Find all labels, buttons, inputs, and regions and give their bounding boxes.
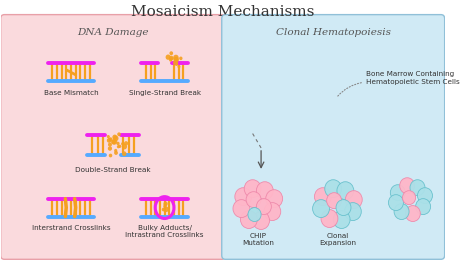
Circle shape	[244, 180, 261, 198]
Circle shape	[345, 203, 361, 221]
Circle shape	[117, 132, 121, 136]
Circle shape	[233, 200, 250, 217]
Circle shape	[416, 199, 430, 215]
Circle shape	[169, 58, 172, 62]
Text: Double-Strand Break: Double-Strand Break	[75, 167, 151, 173]
Text: Single-Strand Break: Single-Strand Break	[128, 90, 201, 96]
Circle shape	[111, 139, 116, 145]
Circle shape	[122, 144, 127, 150]
Circle shape	[170, 57, 173, 60]
Circle shape	[389, 195, 403, 211]
Circle shape	[108, 143, 112, 147]
Text: Base Mismatch: Base Mismatch	[44, 90, 98, 96]
Circle shape	[390, 185, 405, 201]
Circle shape	[418, 188, 432, 204]
Circle shape	[337, 182, 354, 200]
Circle shape	[336, 200, 351, 216]
Circle shape	[113, 136, 118, 141]
Text: CHIP
Mutation: CHIP Mutation	[242, 233, 274, 246]
Circle shape	[169, 51, 173, 55]
Circle shape	[266, 190, 283, 207]
Circle shape	[107, 135, 110, 138]
Text: Clonal Hematopoiesis: Clonal Hematopoiesis	[276, 28, 391, 37]
Circle shape	[114, 151, 118, 155]
Circle shape	[173, 60, 178, 66]
Text: DNA Damage: DNA Damage	[77, 28, 149, 37]
Circle shape	[312, 200, 329, 217]
Circle shape	[256, 182, 273, 200]
FancyBboxPatch shape	[222, 15, 445, 259]
Circle shape	[248, 207, 261, 222]
Circle shape	[108, 146, 112, 151]
Circle shape	[235, 188, 252, 206]
Circle shape	[118, 145, 121, 148]
Circle shape	[173, 57, 178, 62]
Circle shape	[121, 142, 124, 145]
Circle shape	[164, 207, 169, 212]
Circle shape	[256, 199, 272, 215]
Circle shape	[346, 191, 362, 209]
Circle shape	[325, 180, 342, 198]
Text: Interstrand Crosslinks: Interstrand Crosslinks	[32, 226, 110, 232]
Circle shape	[164, 201, 168, 206]
Circle shape	[264, 203, 281, 221]
FancyBboxPatch shape	[0, 15, 226, 259]
Circle shape	[169, 56, 173, 61]
Circle shape	[174, 57, 179, 62]
Circle shape	[162, 208, 165, 211]
Circle shape	[107, 138, 111, 143]
Circle shape	[112, 135, 117, 140]
Circle shape	[165, 55, 171, 60]
Circle shape	[246, 192, 261, 207]
Circle shape	[327, 193, 342, 209]
Circle shape	[410, 180, 425, 196]
Circle shape	[405, 206, 420, 222]
Circle shape	[240, 211, 257, 228]
Circle shape	[124, 141, 128, 146]
Circle shape	[116, 142, 119, 145]
Text: Bone Marrow Containing
Hematopoietic Stem Cells: Bone Marrow Containing Hematopoietic Ste…	[366, 71, 460, 85]
Circle shape	[114, 149, 117, 152]
Text: Mosaicism Mechanisms: Mosaicism Mechanisms	[131, 5, 314, 19]
Circle shape	[321, 210, 338, 228]
Circle shape	[163, 204, 167, 208]
Circle shape	[314, 188, 331, 206]
Circle shape	[402, 191, 416, 205]
Circle shape	[109, 154, 112, 157]
Circle shape	[179, 57, 182, 60]
Circle shape	[333, 211, 350, 228]
Circle shape	[117, 145, 120, 148]
Circle shape	[109, 137, 112, 141]
Circle shape	[175, 63, 178, 66]
Circle shape	[164, 203, 167, 206]
Circle shape	[400, 178, 415, 194]
Text: Clonal
Expansion: Clonal Expansion	[319, 233, 356, 246]
Text: Bulky Adducts/
Intrastrand Crosslinks: Bulky Adducts/ Intrastrand Crosslinks	[125, 226, 204, 239]
Circle shape	[122, 151, 127, 156]
Circle shape	[177, 65, 181, 68]
Circle shape	[253, 212, 270, 229]
Circle shape	[112, 139, 117, 145]
Circle shape	[394, 204, 409, 220]
Circle shape	[173, 55, 179, 61]
